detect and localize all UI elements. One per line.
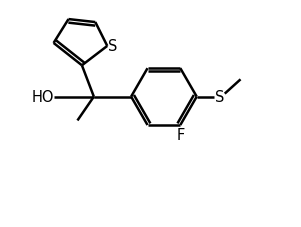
Text: F: F — [176, 128, 185, 142]
Text: S: S — [108, 39, 117, 54]
Text: S: S — [215, 90, 225, 105]
Text: HO: HO — [32, 90, 54, 105]
